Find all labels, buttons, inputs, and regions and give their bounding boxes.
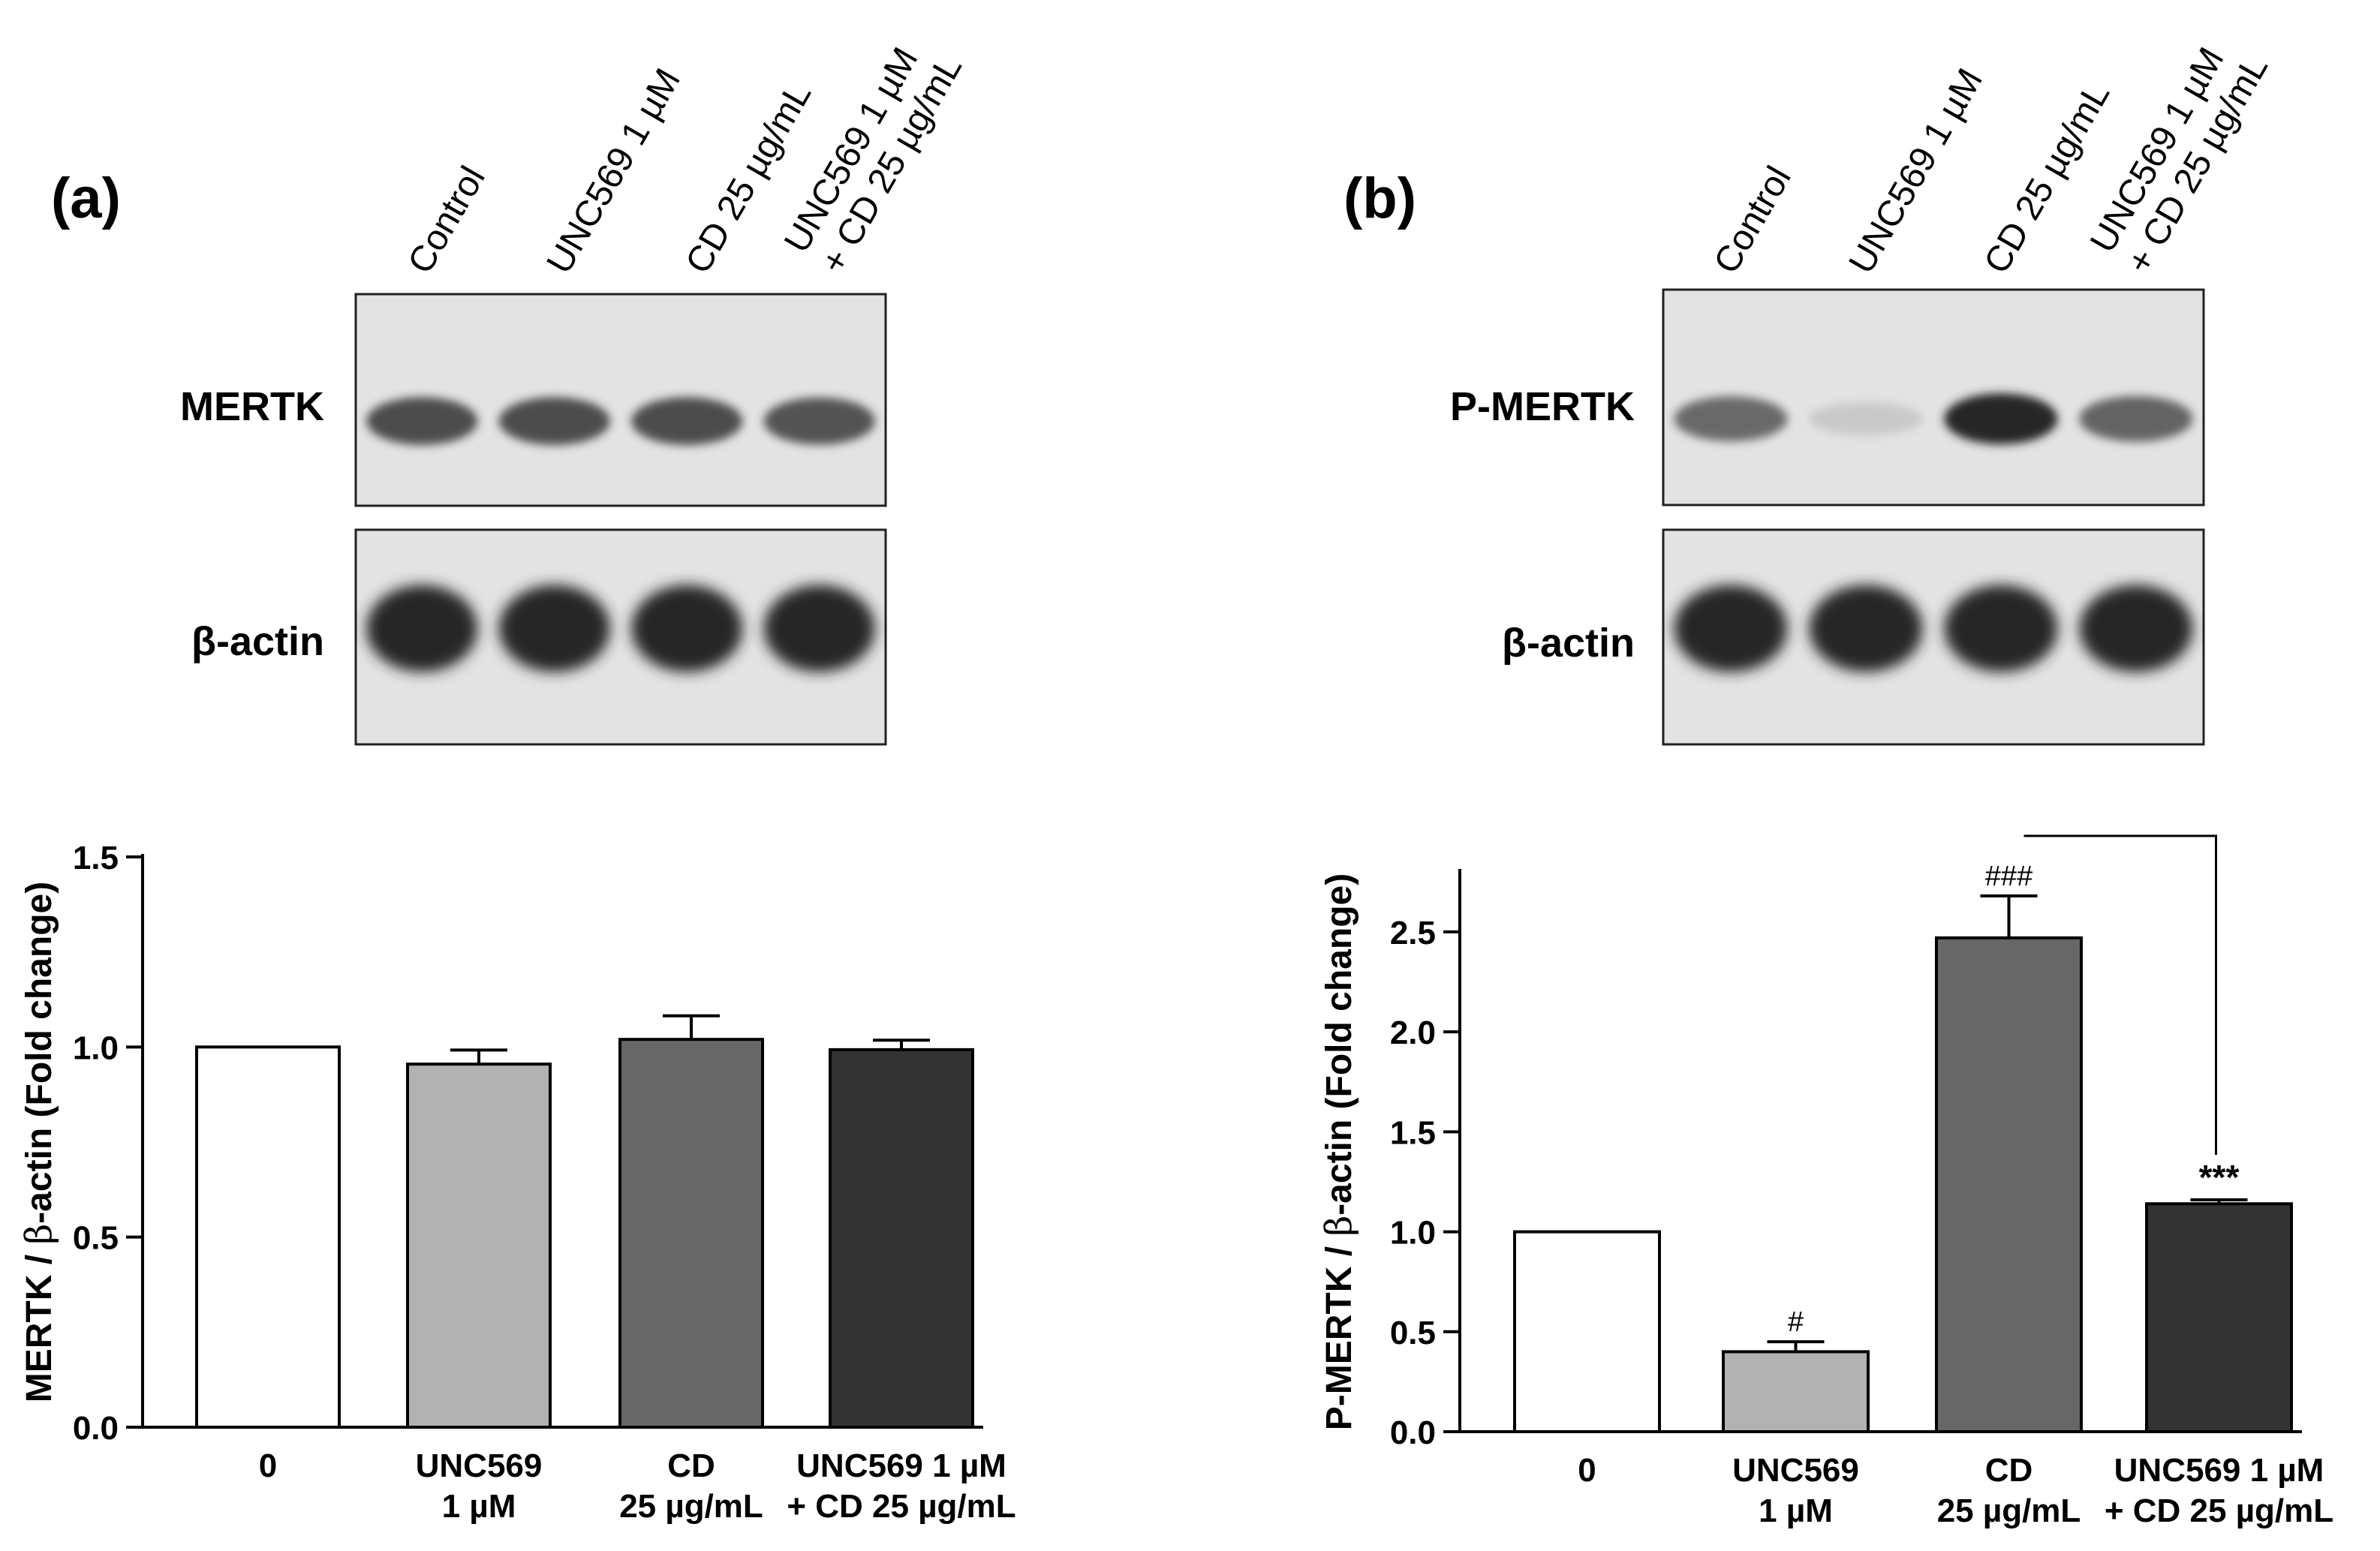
lane-label-line: UNC569 1 µM xyxy=(540,62,688,281)
y-tick-label: 0.5 xyxy=(1390,1315,1436,1351)
lane-label: UNC569 1 µM+ CD 25 µg/mL xyxy=(777,28,970,280)
y-tick-label: 0.5 xyxy=(73,1220,119,1257)
blot-band xyxy=(366,585,478,672)
bar xyxy=(406,1063,552,1429)
y-tick-label: 1.5 xyxy=(1390,1114,1436,1151)
bar xyxy=(618,1038,764,1429)
blot-band xyxy=(1674,396,1788,442)
y-axis-label: P-MERTK / β-actin (Fold change) xyxy=(1318,873,1360,1430)
significance-mark: # xyxy=(1788,1306,1804,1338)
lane-label: UNC569 1 µM+ CD 25 µg/mL xyxy=(2083,28,2276,280)
y-axis-label-suffix: -actin (Fold change) xyxy=(20,882,59,1224)
y-axis-label-beta: β xyxy=(1318,1216,1360,1237)
bar xyxy=(195,1045,341,1429)
blot-band xyxy=(1944,585,2058,672)
lane-label-line: CD 25 µg/mL xyxy=(1977,76,2118,280)
x-tick-label: 1 µM xyxy=(1759,1492,1833,1529)
bar xyxy=(1513,1230,1661,1433)
y-axis-label: MERTK / β-actin (Fold change) xyxy=(18,882,60,1402)
significance-mark: *** xyxy=(2199,1158,2240,1197)
panel-letter-b: (b) xyxy=(1343,167,1416,230)
blot-label-p-mertk: P-MERTK xyxy=(1450,384,1635,429)
x-tick-label: UNC569 xyxy=(1732,1452,1859,1489)
lane-label: UNC569 1 µM xyxy=(1842,62,1990,281)
bar-chart-b: 0.0 0.5 1.0 1.5 2.0 2.5 P-MERTK / β-actin (Fol… xyxy=(1318,834,2333,1529)
blot-band xyxy=(498,585,610,672)
blot-band xyxy=(763,397,875,445)
y-tick-label: 0.0 xyxy=(73,1410,119,1447)
blot-band xyxy=(498,397,610,446)
lane-label: Control xyxy=(401,160,493,281)
y-tick-label: 1.0 xyxy=(73,1029,119,1066)
blot-band xyxy=(366,397,478,446)
lane-label: Control xyxy=(1707,160,1799,281)
comparison-bracket xyxy=(2023,834,2217,1155)
lane-label-line: UNC569 1 µM xyxy=(1842,62,1990,281)
bar xyxy=(829,1048,974,1429)
lane-label: CD 25 µg/mL xyxy=(1977,76,2118,280)
panel-letter-a: (a) xyxy=(51,167,121,230)
x-tick-label: + CD 25 µg/mL xyxy=(787,1488,1015,1525)
blot-band xyxy=(2079,585,2193,672)
blot-band xyxy=(1674,585,1788,672)
y-axis-label-prefix: MERTK / xyxy=(20,1245,59,1403)
bar xyxy=(2145,1202,2293,1434)
lane-label: UNC569 1 µM xyxy=(540,62,688,281)
x-tick-label: UNC569 1 µM xyxy=(796,1447,1006,1484)
significance-mark: ### xyxy=(1985,861,2032,892)
x-tick-label: 0 xyxy=(1578,1452,1596,1489)
blot-label-beta-actin-b: β-actin xyxy=(1502,621,1635,666)
blot-band xyxy=(1809,585,1923,672)
x-tick-label: CD xyxy=(1985,1452,2033,1489)
blot-band xyxy=(2079,395,2193,442)
lane-label-line: Control xyxy=(401,160,493,281)
x-tick-label: 0 xyxy=(259,1447,277,1484)
x-tick-label: 25 µg/mL xyxy=(619,1488,763,1525)
blot-band xyxy=(1944,393,2058,445)
x-tick-label: 1 µM xyxy=(442,1488,516,1525)
y-tick-label: 1.5 xyxy=(73,840,119,876)
x-tick-label: UNC569 xyxy=(416,1447,543,1484)
y-axis-label-suffix: -actin (Fold change) xyxy=(1319,873,1359,1216)
blot-band xyxy=(1809,402,1923,436)
bar xyxy=(1935,936,2083,1433)
x-tick-label: CD xyxy=(667,1447,715,1484)
bar xyxy=(1722,1350,1870,1434)
lane-label-line: Control xyxy=(1707,160,1799,281)
blot-label-beta-actin-a: β-actin xyxy=(191,619,324,664)
y-tick-label: 1.0 xyxy=(1390,1215,1436,1252)
x-tick-label: 25 µg/mL xyxy=(1937,1492,2081,1529)
y-tick-label: 2.5 xyxy=(1390,915,1436,951)
blot-label-mertk: MERTK xyxy=(180,384,324,429)
y-tick-label: 0.0 xyxy=(1390,1414,1436,1451)
y-axis-label-prefix: P-MERTK / xyxy=(1319,1237,1359,1431)
blot-band xyxy=(763,585,875,672)
blot-band xyxy=(631,397,743,446)
x-tick-label: UNC569 1 µM xyxy=(2114,1452,2324,1489)
y-axis-label-beta: β xyxy=(18,1224,60,1245)
blot-band xyxy=(631,585,743,672)
y-tick-label: 2.0 xyxy=(1390,1014,1436,1051)
bar-chart-a: 0.0 0.5 1.0 1.5 MERTK / β-actin (Fold change… xyxy=(18,840,1016,1525)
x-tick-label: + CD 25 µg/mL xyxy=(2105,1492,2333,1529)
blot-panel-a xyxy=(354,293,887,746)
blot-box xyxy=(1662,288,2205,506)
blot-panel-b xyxy=(1662,288,2205,746)
